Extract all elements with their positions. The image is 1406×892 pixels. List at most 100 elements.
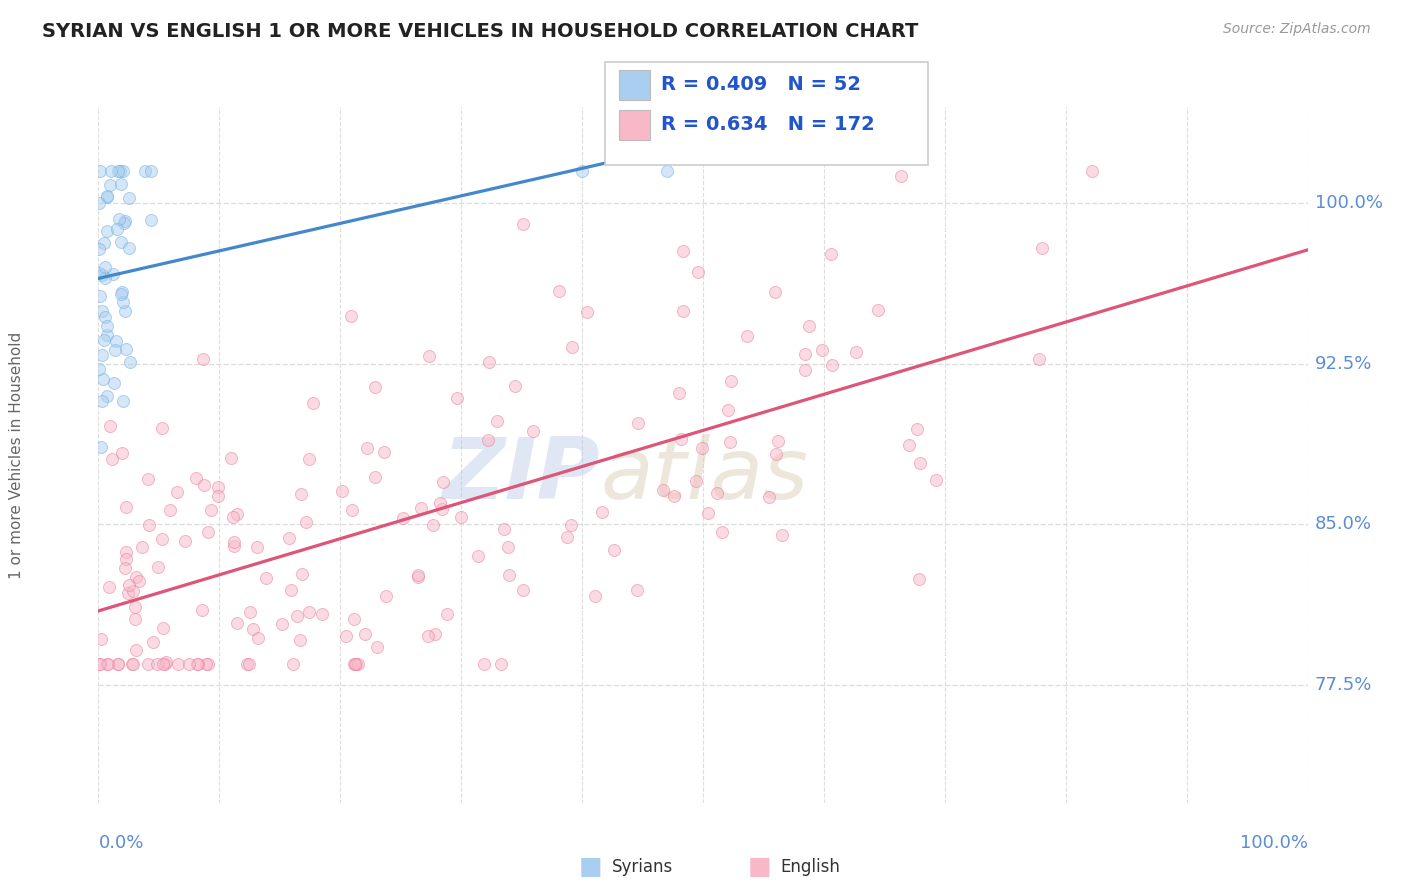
Point [96, 189, 118, 203]
Point [295, 515, 318, 529]
Point [94, 310, 117, 325]
Point [560, 518, 582, 533]
Text: Syrians: Syrians [612, 858, 673, 876]
Point [446, 392, 468, 406]
Point [924, 473, 946, 487]
Point [124, 570, 146, 584]
Point [576, 305, 599, 319]
Point [492, 522, 515, 536]
Point [288, 632, 311, 647]
Point [96, 319, 118, 334]
Point [97, 657, 120, 671]
Point [96, 327, 118, 342]
Point [364, 469, 387, 483]
Point [672, 244, 695, 259]
Point [110, 286, 132, 301]
Point [89, 657, 111, 671]
Point [108, 212, 131, 227]
Point [105, 222, 128, 236]
Point [655, 164, 678, 178]
Point [136, 472, 159, 486]
Point [340, 309, 363, 323]
Point [720, 375, 742, 389]
Point [662, 489, 685, 503]
Point [1081, 164, 1104, 178]
Point [710, 524, 733, 539]
Point [890, 169, 912, 184]
Point [134, 164, 156, 178]
Point [118, 241, 141, 255]
Text: ZIP: ZIP [443, 434, 600, 517]
Point [197, 657, 219, 671]
Point [153, 657, 176, 671]
Point [222, 539, 245, 553]
Point [111, 164, 134, 178]
Point [766, 434, 789, 448]
Point [110, 235, 132, 249]
Point [87, 657, 110, 671]
Point [343, 657, 366, 671]
Point [436, 607, 458, 621]
Point [238, 657, 260, 671]
Point [115, 342, 138, 356]
Point [910, 456, 932, 470]
Point [225, 615, 247, 630]
Point [90, 632, 112, 647]
Point [138, 657, 160, 671]
Point [195, 657, 218, 671]
Point [254, 571, 277, 585]
Point [186, 657, 208, 671]
Point [408, 570, 430, 584]
Point [356, 441, 378, 455]
Point [103, 376, 125, 390]
Point [159, 503, 181, 517]
Point [128, 574, 150, 589]
Point [280, 582, 302, 597]
Point [111, 285, 134, 299]
Point [219, 451, 242, 466]
Point [627, 417, 650, 431]
Point [94, 270, 117, 285]
Text: SYRIAN VS ENGLISH 1 OR MORE VEHICLES IN HOUSEHOLD CORRELATION CHART: SYRIAN VS ENGLISH 1 OR MORE VEHICLES IN … [42, 22, 918, 41]
Point [89, 164, 111, 178]
Text: 77.5%: 77.5% [1315, 676, 1372, 694]
Point [277, 531, 299, 545]
Point [105, 334, 128, 349]
Point [548, 285, 571, 299]
Point [131, 540, 153, 554]
Point [186, 470, 208, 484]
Point [124, 600, 146, 615]
Point [583, 589, 606, 603]
Point [432, 475, 454, 489]
Point [366, 640, 388, 654]
Point [246, 631, 269, 645]
Point [603, 543, 626, 558]
Point [118, 578, 141, 592]
Point [373, 445, 395, 459]
Point [96, 189, 118, 203]
Point [478, 355, 501, 369]
Point [110, 446, 132, 460]
Text: 100.0%: 100.0% [1315, 194, 1382, 212]
Point [104, 343, 127, 358]
Point [148, 559, 170, 574]
Point [591, 505, 613, 519]
Point [311, 607, 333, 622]
Point [107, 164, 129, 178]
Point [485, 414, 508, 428]
Point [110, 177, 132, 191]
Point [190, 603, 212, 617]
Point [477, 434, 499, 448]
Point [561, 340, 583, 354]
Text: ■: ■ [748, 855, 770, 879]
Point [423, 627, 446, 641]
Point [652, 483, 675, 497]
Point [810, 343, 832, 357]
Point [512, 217, 534, 231]
Point [391, 511, 413, 525]
Point [141, 213, 163, 227]
Point [763, 285, 786, 300]
Point [686, 265, 709, 279]
Point [142, 635, 165, 649]
Point [125, 643, 148, 657]
